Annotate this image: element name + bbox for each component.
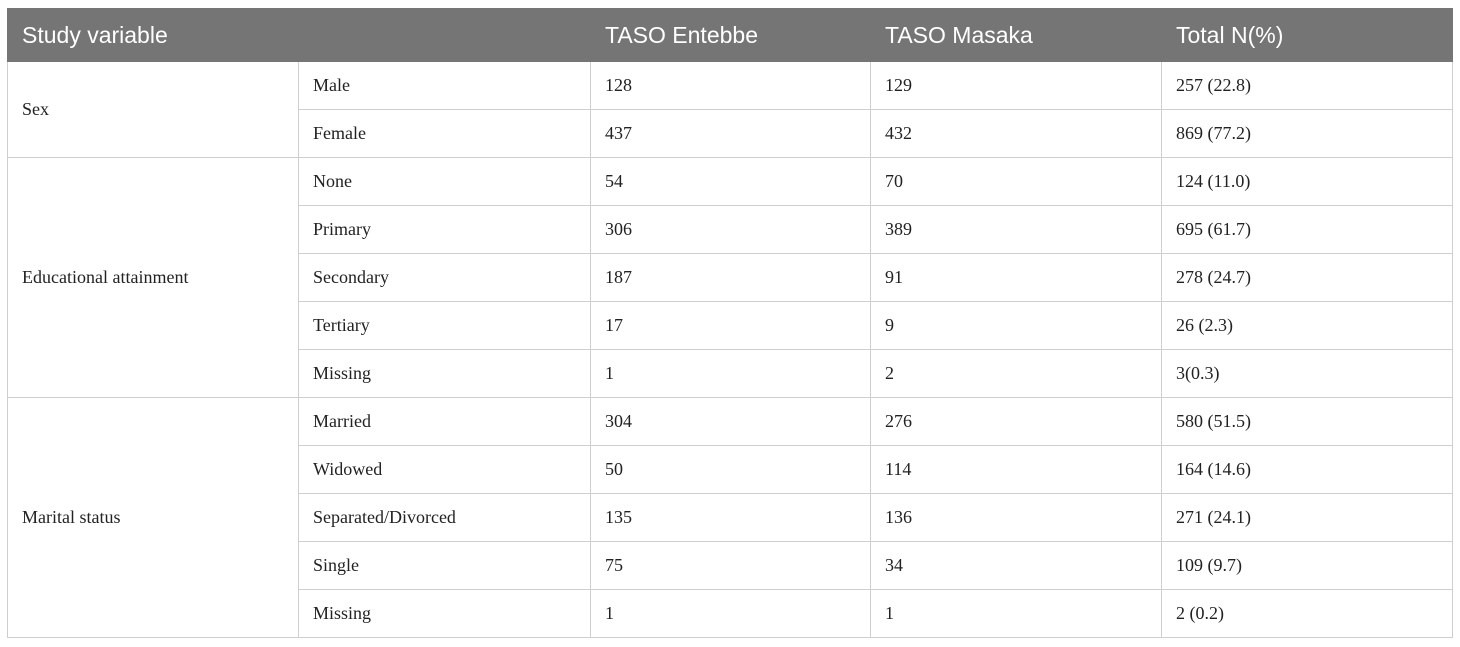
masaka-cell: 91	[870, 253, 1162, 302]
entebbe-cell: 1	[590, 589, 871, 638]
variable-cell-education: Educational attainment	[7, 157, 299, 398]
table-row: Primary 306 389 695 (61.7)	[8, 205, 1453, 254]
entebbe-cell: 128	[590, 61, 871, 110]
table-row: Female 437 432 869 (77.2)	[8, 109, 1453, 158]
table-body: Sex Male 128 129 257 (22.8) Female 437 4…	[7, 61, 1453, 638]
entebbe-cell: 437	[590, 109, 871, 158]
total-cell: 271 (24.1)	[1161, 493, 1453, 542]
masaka-cell: 34	[870, 541, 1162, 590]
entebbe-cell: 187	[590, 253, 871, 302]
table-row: Widowed 50 114 164 (14.6)	[8, 445, 1453, 494]
category-cell: Male	[298, 61, 591, 110]
total-cell: 109 (9.7)	[1161, 541, 1453, 590]
category-cell: Married	[298, 397, 591, 446]
masaka-cell: 114	[870, 445, 1162, 494]
total-cell: 278 (24.7)	[1161, 253, 1453, 302]
variable-cell-sex: Sex	[7, 61, 299, 158]
entebbe-cell: 17	[590, 301, 871, 350]
total-cell: 257 (22.8)	[1161, 61, 1453, 110]
category-cell: Widowed	[298, 445, 591, 494]
masaka-cell: 276	[870, 397, 1162, 446]
header-total: Total N(%)	[1161, 8, 1453, 62]
total-cell: 2 (0.2)	[1161, 589, 1453, 638]
masaka-cell: 136	[870, 493, 1162, 542]
masaka-cell: 389	[870, 205, 1162, 254]
total-cell: 3(0.3)	[1161, 349, 1453, 398]
table-row: Missing 1 1 2 (0.2)	[8, 589, 1453, 638]
category-cell: Missing	[298, 349, 591, 398]
entebbe-cell: 50	[590, 445, 871, 494]
masaka-cell: 2	[870, 349, 1162, 398]
total-cell: 124 (11.0)	[1161, 157, 1453, 206]
entebbe-cell: 75	[590, 541, 871, 590]
table-row: Missing 1 2 3(0.3)	[8, 349, 1453, 398]
table-row: Tertiary 17 9 26 (2.3)	[8, 301, 1453, 350]
total-cell: 695 (61.7)	[1161, 205, 1453, 254]
total-cell: 164 (14.6)	[1161, 445, 1453, 494]
header-study-variable: Study variable	[7, 8, 591, 62]
table-row: Marital status Married 304 276 580 (51.5…	[7, 397, 1453, 638]
table-container: Study variable TASO Entebbe TASO Masaka …	[7, 8, 1453, 638]
total-cell: 580 (51.5)	[1161, 397, 1453, 446]
table-row: Sex Male 128 129 257 (22.8)	[7, 61, 1453, 158]
masaka-cell: 9	[870, 301, 1162, 350]
header-taso-masaka: TASO Masaka	[870, 8, 1162, 62]
entebbe-cell: 135	[590, 493, 871, 542]
total-cell: 26 (2.3)	[1161, 301, 1453, 350]
study-variables-table: Study variable TASO Entebbe TASO Masaka …	[7, 8, 1453, 638]
masaka-cell: 1	[870, 589, 1162, 638]
entebbe-cell: 54	[590, 157, 871, 206]
table-row: Secondary 187 91 278 (24.7)	[8, 253, 1453, 302]
header-row: Study variable TASO Entebbe TASO Masaka …	[7, 8, 1453, 62]
category-cell: Missing	[298, 589, 591, 638]
category-cell: Separated/Divorced	[298, 493, 591, 542]
category-cell: Tertiary	[298, 301, 591, 350]
category-cell: Secondary	[298, 253, 591, 302]
category-cell: Female	[298, 109, 591, 158]
category-cell: None	[298, 157, 591, 206]
masaka-cell: 129	[870, 61, 1162, 110]
category-cell: Single	[298, 541, 591, 590]
masaka-cell: 432	[870, 109, 1162, 158]
header-taso-entebbe: TASO Entebbe	[590, 8, 871, 62]
entebbe-cell: 306	[590, 205, 871, 254]
entebbe-cell: 304	[590, 397, 871, 446]
category-cell: Primary	[298, 205, 591, 254]
table-header: Study variable TASO Entebbe TASO Masaka …	[7, 8, 1453, 62]
variable-cell-marital: Marital status	[7, 397, 299, 638]
entebbe-cell: 1	[590, 349, 871, 398]
total-cell: 869 (77.2)	[1161, 109, 1453, 158]
table-row: Educational attainment None 54 70 124 (1…	[7, 157, 1453, 398]
masaka-cell: 70	[870, 157, 1162, 206]
